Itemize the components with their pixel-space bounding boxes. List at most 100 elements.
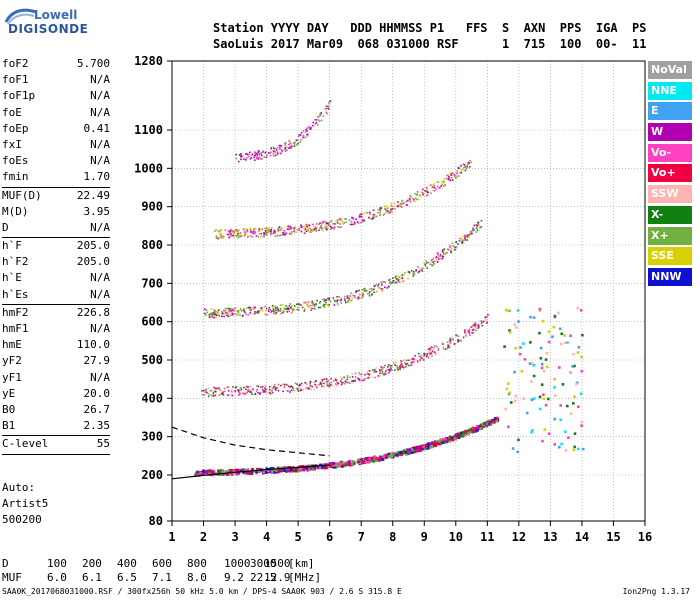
legend-item-ssw: SSW [648, 185, 692, 204]
echo-point [336, 222, 339, 224]
echo-point [523, 357, 527, 361]
echo-point [286, 232, 288, 235]
echo-point [404, 448, 408, 452]
echo-point [455, 334, 458, 337]
echo-point [209, 315, 211, 318]
echo-point [427, 191, 429, 194]
echo-point [425, 187, 428, 190]
echo-point [256, 152, 259, 154]
echo-point [338, 461, 342, 465]
echo-point [379, 368, 382, 371]
echo-point [327, 462, 330, 466]
echo-point [553, 443, 557, 446]
echo-point [475, 227, 478, 229]
legend-item-x: X+ [648, 226, 692, 245]
echo-point [346, 296, 349, 299]
echo-point [269, 152, 272, 154]
echo-point [222, 391, 224, 394]
echo-point [215, 235, 218, 238]
echo-point [244, 469, 248, 472]
param-row: foEs N/A [2, 153, 110, 169]
echo-point [225, 314, 228, 317]
echo-point [228, 231, 231, 234]
echo-point [230, 310, 233, 313]
echo-point [455, 170, 458, 172]
echo-point [311, 301, 314, 304]
echo-point [245, 153, 247, 155]
echo-point [309, 388, 312, 391]
echo-point [304, 302, 306, 304]
x-tick-label: 9 [421, 530, 428, 544]
echo-point [464, 166, 466, 169]
echo-point [375, 458, 379, 461]
echo-point [401, 275, 403, 277]
echo-point [265, 154, 268, 156]
echo-point [313, 305, 316, 307]
echo-point [433, 347, 435, 349]
echo-point [208, 314, 210, 317]
echo-point [349, 376, 351, 379]
echo-point [375, 215, 378, 218]
param-value: N/A [90, 220, 110, 234]
echo-point [576, 447, 580, 451]
echo-point [351, 376, 354, 378]
echo-point [465, 333, 467, 336]
echo-point [232, 470, 236, 473]
echo-point [329, 384, 332, 386]
echo-point [351, 373, 354, 375]
echo-point [280, 312, 282, 315]
echo-point [238, 234, 241, 236]
echo-point [569, 412, 573, 416]
echo-point [346, 376, 349, 378]
echo-point [300, 230, 303, 233]
echo-point [194, 473, 198, 477]
echo-point [415, 198, 418, 201]
echo-point [480, 219, 483, 222]
echo-point [284, 142, 286, 145]
y-tick-label: 700 [141, 276, 163, 290]
echo-point [289, 386, 292, 388]
echo-point [410, 361, 413, 364]
echo-point [290, 311, 293, 314]
echo-point [478, 325, 480, 328]
distance-row-value: 800 [187, 557, 207, 570]
param-label: B0 [2, 402, 16, 416]
param-value: N/A [90, 105, 110, 119]
echo-point [439, 442, 443, 446]
echo-point [242, 392, 244, 395]
echo-point [365, 457, 369, 460]
param-label: MUF(D) [2, 188, 42, 202]
echo-point [435, 188, 437, 190]
echo-point [328, 303, 330, 306]
echo-point [365, 289, 368, 292]
echo-point [299, 141, 302, 143]
echo-points [194, 100, 585, 477]
echo-point [222, 473, 225, 476]
echo-point [441, 183, 444, 186]
echo-point [229, 470, 232, 474]
echo-point [247, 153, 250, 156]
param-label: M(D) [2, 204, 29, 218]
echo-point [306, 127, 308, 129]
polarization-legend: NoVal NNE E W Vo- Vo+ SSW X- X+ SSE NNW [648, 61, 692, 289]
param-label: foF1 [2, 73, 29, 87]
echo-point [324, 304, 327, 306]
echo-point [461, 235, 464, 238]
echo-point [361, 289, 363, 291]
echo-point [468, 166, 471, 168]
echo-point [566, 404, 569, 408]
echo-point [545, 352, 549, 355]
param-value: 0.41 [83, 121, 111, 135]
echo-point [434, 442, 437, 445]
echo-point [380, 288, 383, 290]
echo-point [442, 180, 445, 182]
muf-row: MUF 6.0 6.1 6.5 7.1 8.0 9.2 12.9 22.5 [MHz] [2, 571, 342, 585]
echo-point [303, 310, 306, 312]
echo-point [230, 307, 233, 310]
echo-point [445, 440, 448, 444]
echo-point [254, 311, 256, 313]
echo-point [482, 320, 485, 323]
echo-point [560, 342, 563, 346]
echo-point [231, 229, 233, 232]
echo-point [290, 306, 292, 309]
